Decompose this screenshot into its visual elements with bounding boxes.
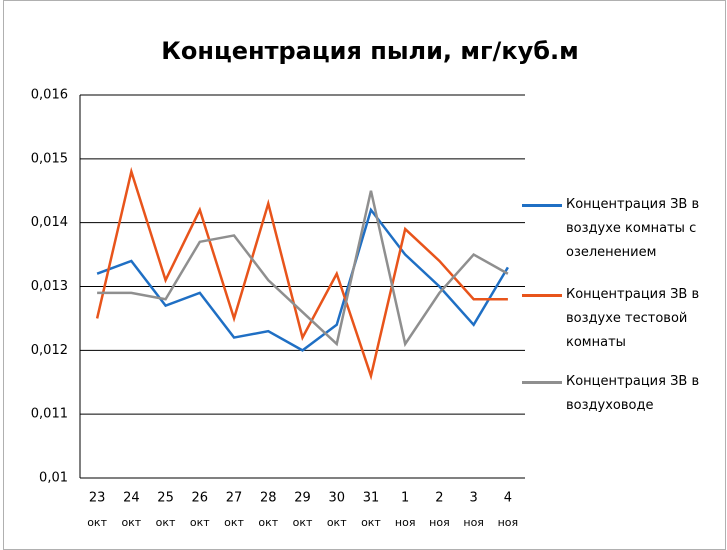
chart-title: Концентрация пыли, мг/куб.м [161, 37, 579, 65]
y-tick-label: 0,016 [31, 88, 68, 103]
x-tick-label: окт [121, 516, 141, 529]
x-tick-label: 31 [363, 491, 380, 506]
legend-swatch [522, 294, 562, 297]
legend-label: Концентрация ЗВ в воздуховоде [566, 374, 700, 413]
x-tick-label: 3 [470, 491, 478, 506]
x-tick-label: 25 [157, 491, 174, 506]
y-tick-label: 0,01 [39, 471, 68, 486]
y-tick-label: 0,011 [31, 407, 68, 422]
x-tick-label: 30 [328, 491, 345, 506]
x-tick-label: окт [190, 516, 210, 529]
x-tick-label: 26 [192, 491, 209, 506]
legend-item: Концентрация ЗВ в воздухе тестовой комна… [522, 283, 722, 355]
legend-label: Концентрация ЗВ в воздухе тестовой комна… [566, 287, 700, 350]
series-line [96, 207, 509, 352]
legend-swatch [522, 381, 562, 384]
legend-item: Концентрация ЗВ в воздуховоде [522, 370, 722, 418]
x-tick-label: окт [87, 516, 107, 529]
x-tick-label: окт [224, 516, 244, 529]
x-tick-label: 24 [123, 491, 140, 506]
x-tick-label: окт [327, 516, 347, 529]
x-tick-label: ноя [498, 516, 519, 529]
y-tick-label: 0,015 [31, 151, 68, 166]
x-tick-label: ноя [463, 516, 484, 529]
y-tick-label: 0,012 [31, 343, 68, 358]
x-tick-label: 2 [435, 491, 443, 506]
x-tick-label: окт [156, 516, 176, 529]
x-tick-label: 27 [226, 491, 243, 506]
x-tick-label: 1 [401, 491, 409, 506]
legend-item: Концентрация ЗВ в воздухе комнаты с озел… [522, 193, 722, 265]
series-line [97, 190, 509, 348]
x-tick-label: окт [361, 516, 381, 529]
legend-swatch [522, 204, 562, 207]
x-tick-label: 4 [504, 491, 512, 506]
x-tick-label: 28 [260, 491, 277, 506]
x-tick-label: 29 [294, 491, 311, 506]
x-tick-label: 23 [89, 491, 106, 506]
y-tick-label: 0,014 [31, 215, 68, 230]
x-tick-label: окт [293, 516, 313, 529]
x-tick-label: окт [258, 516, 278, 529]
series-line [95, 166, 508, 381]
y-tick-label: 0,013 [31, 279, 68, 294]
chart-border [3, 0, 726, 550]
x-tick-label: ноя [395, 516, 416, 529]
legend-label: Концентрация ЗВ в воздухе комнаты с озел… [566, 197, 700, 260]
x-tick-label: ноя [429, 516, 450, 529]
